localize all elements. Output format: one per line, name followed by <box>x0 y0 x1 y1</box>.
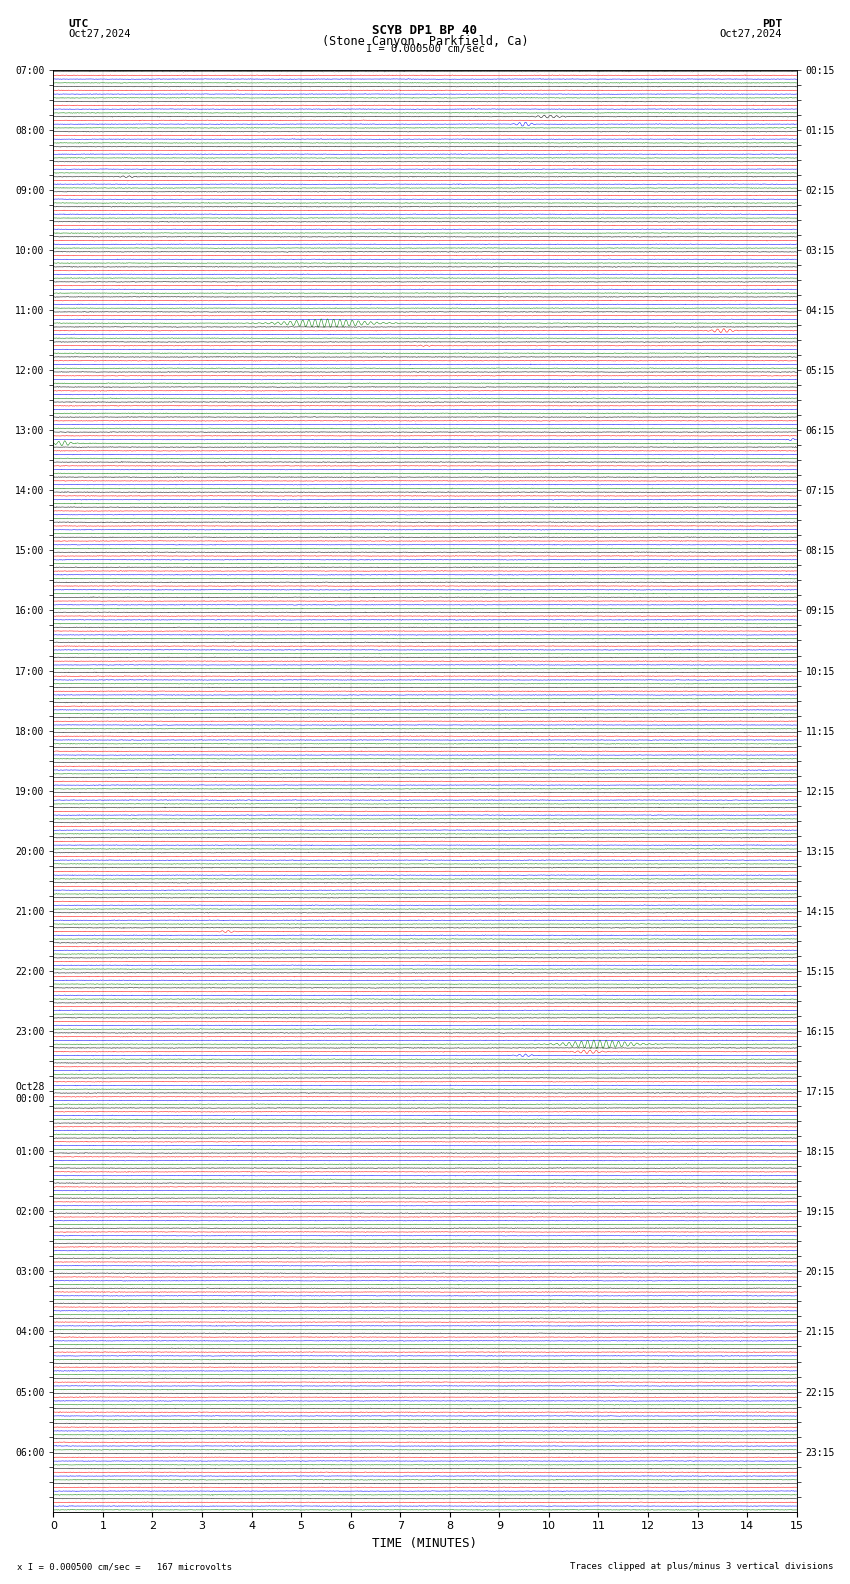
X-axis label: TIME (MINUTES): TIME (MINUTES) <box>372 1536 478 1551</box>
Text: PDT: PDT <box>762 19 782 29</box>
Text: x I = 0.000500 cm/sec =   167 microvolts: x I = 0.000500 cm/sec = 167 microvolts <box>17 1562 232 1571</box>
Text: UTC: UTC <box>68 19 88 29</box>
Text: (Stone Canyon, Parkfield, Ca): (Stone Canyon, Parkfield, Ca) <box>321 35 529 48</box>
Text: Oct27,2024: Oct27,2024 <box>719 29 782 38</box>
Text: SCYB DP1 BP 40: SCYB DP1 BP 40 <box>372 24 478 36</box>
Text: Traces clipped at plus/minus 3 vertical divisions: Traces clipped at plus/minus 3 vertical … <box>570 1562 833 1571</box>
Text: Oct27,2024: Oct27,2024 <box>68 29 131 38</box>
Text: I = 0.000500 cm/sec: I = 0.000500 cm/sec <box>366 44 484 54</box>
